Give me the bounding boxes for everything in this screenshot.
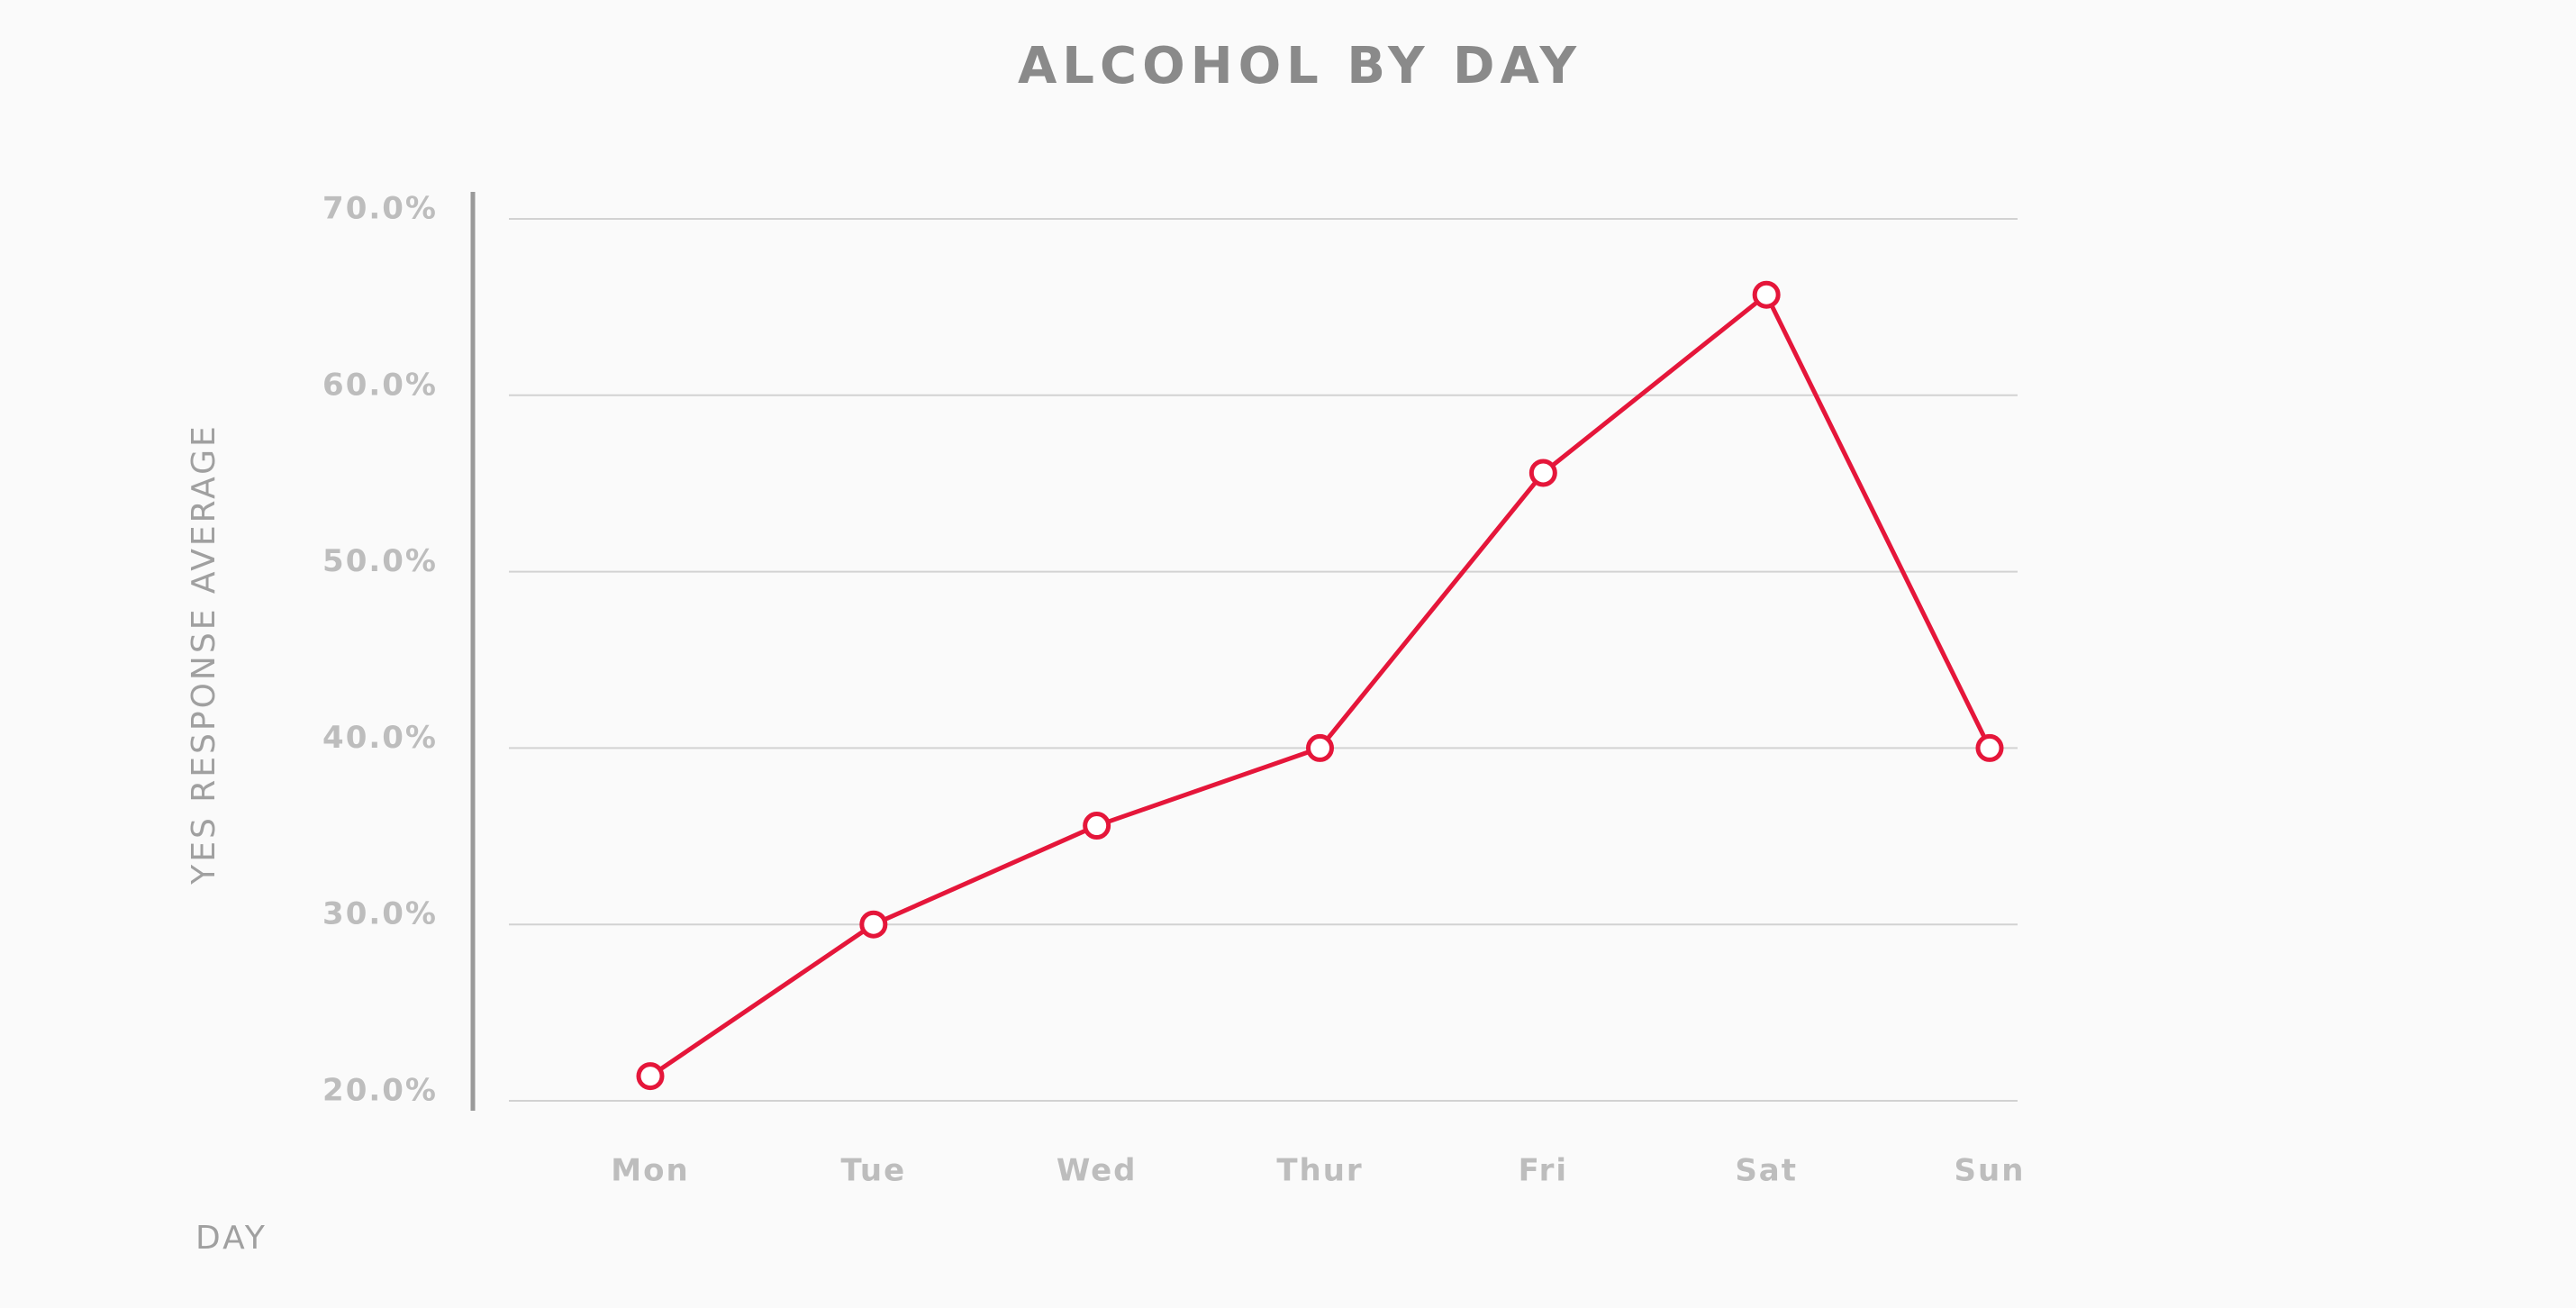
y-tick-label: 50.0%	[322, 543, 438, 579]
y-tick-label: 20.0%	[322, 1073, 438, 1109]
data-point	[1083, 812, 1111, 840]
y-axis-label: YES RESPONSE AVERAGE	[186, 423, 222, 886]
y-tick-label: 30.0%	[322, 896, 438, 932]
y-tick-label: 70.0%	[322, 191, 438, 227]
x-tick-label: Mon	[611, 1153, 689, 1189]
data-point	[1306, 733, 1334, 762]
data-point	[1528, 459, 1557, 487]
y-tick-label: 40.0%	[322, 720, 438, 756]
data-point	[859, 910, 888, 939]
x-tick-label: Tue	[840, 1153, 906, 1189]
y-tick-label: 60.0%	[322, 367, 438, 403]
data-point	[636, 1062, 665, 1091]
x-tick-label: Wed	[1057, 1153, 1138, 1189]
data-line	[649, 292, 1992, 1078]
x-tick-label: Sun	[1955, 1153, 2026, 1189]
x-axis-label: DAY	[195, 1220, 268, 1257]
x-tick-label: Sat	[1735, 1153, 1798, 1189]
data-point	[1975, 733, 2004, 762]
x-tick-label: Fri	[1519, 1153, 1568, 1189]
data-point	[1752, 280, 1781, 309]
x-tick-label: Thur	[1276, 1153, 1363, 1189]
chart-title: ALCOHOL BY DAY	[1018, 37, 1582, 95]
